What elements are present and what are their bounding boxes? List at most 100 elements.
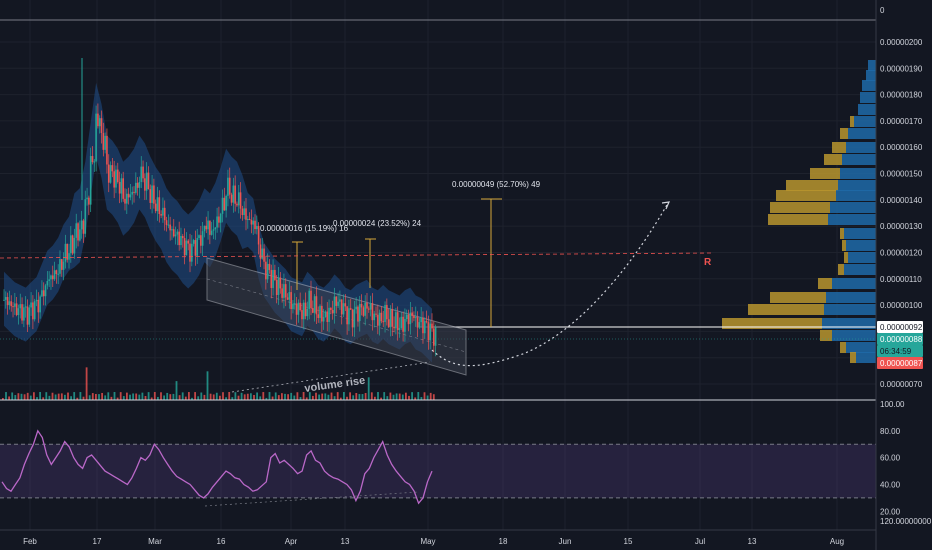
candle-body xyxy=(21,304,23,321)
profile-bar-down xyxy=(786,180,838,191)
volume-bar xyxy=(88,395,91,400)
volume-bar xyxy=(389,392,392,400)
volume-bar xyxy=(116,397,119,400)
candle-body xyxy=(357,306,359,321)
volume-bar xyxy=(153,392,156,400)
candle-body xyxy=(3,299,5,301)
volume-bar xyxy=(135,393,138,400)
volume-bar xyxy=(144,396,147,400)
profile-bar-up xyxy=(826,292,876,303)
profile-bar-down xyxy=(722,318,822,329)
candle-body xyxy=(263,248,265,262)
volume-bar xyxy=(206,371,209,400)
candle-body xyxy=(369,303,372,310)
volume-bar xyxy=(42,397,45,400)
candle-body xyxy=(200,235,202,246)
measure-3-label: 0.00000049 (52.70%) 49 xyxy=(452,180,541,189)
volume-bar xyxy=(377,392,379,400)
price-tick-label: 0.00000160 xyxy=(880,143,923,152)
time-tick-label: 16 xyxy=(217,537,226,546)
volume-bar xyxy=(243,394,246,400)
volume-bar xyxy=(110,396,113,400)
volume-bar xyxy=(358,394,361,400)
candle-body xyxy=(219,213,222,223)
candle-body xyxy=(342,303,345,315)
volume-bar xyxy=(150,397,153,400)
rsi-tick-label: 120.00000000 xyxy=(880,517,932,526)
volume-bar xyxy=(26,392,29,400)
candle-body xyxy=(17,308,20,316)
candle-body xyxy=(246,219,249,221)
candle-body xyxy=(135,182,137,193)
volume-bar xyxy=(321,393,324,400)
volume-bar xyxy=(76,397,79,400)
candle-body xyxy=(339,299,341,302)
profile-bar-up xyxy=(866,70,876,81)
candle-body xyxy=(106,135,108,165)
resistance-label: R xyxy=(704,257,712,268)
candle-body xyxy=(205,225,208,230)
rsi-band xyxy=(0,444,876,498)
candle-body xyxy=(315,296,318,315)
volume-bars xyxy=(0,367,876,401)
price-tick-label: 0.00000200 xyxy=(880,38,923,47)
candle-body xyxy=(167,224,170,226)
candle-body xyxy=(413,315,415,319)
volume-bar xyxy=(82,396,85,400)
candle-body xyxy=(24,306,27,308)
profile-bar-down xyxy=(818,278,832,289)
price-tick-label: 0 xyxy=(880,6,885,15)
candle-body xyxy=(284,284,287,298)
price-tick-label: 0.00000190 xyxy=(880,64,923,73)
candle-body xyxy=(382,321,385,323)
candle-body xyxy=(93,161,96,163)
profile-bar-up xyxy=(860,92,876,103)
candle-body xyxy=(23,307,25,321)
volume-bar xyxy=(392,394,395,400)
candle-body xyxy=(313,296,316,313)
candle-body xyxy=(6,297,9,306)
volume-bar xyxy=(318,394,320,400)
volume-bar xyxy=(85,367,88,400)
volume-bar xyxy=(346,396,348,400)
time-tick-label: Jun xyxy=(559,537,572,546)
volume-bar xyxy=(237,395,240,400)
candle-body xyxy=(270,270,273,288)
candle-body xyxy=(281,288,283,298)
volume-bar xyxy=(380,397,382,400)
time-tick-label: 18 xyxy=(499,537,508,546)
profile-bar-down xyxy=(850,116,854,127)
price-tag-label: 06:34:59 xyxy=(880,347,912,356)
profile-bar-down xyxy=(768,214,828,225)
candle-body xyxy=(358,303,361,321)
candle-body xyxy=(28,307,31,325)
volume-bar xyxy=(98,394,100,400)
candle-body xyxy=(378,312,381,326)
volume-bar xyxy=(45,392,48,400)
candle-body xyxy=(19,304,22,309)
volume-bar xyxy=(417,392,420,400)
candle-body xyxy=(136,182,139,188)
volume-bar xyxy=(408,395,410,400)
volume-bar xyxy=(343,392,345,400)
candle-body xyxy=(312,308,314,313)
candle-body xyxy=(308,290,310,309)
candle-body xyxy=(420,317,422,323)
candle-body xyxy=(44,285,47,297)
profile-bar-up xyxy=(862,80,876,91)
time-tick-label: Apr xyxy=(285,537,298,546)
candle-body xyxy=(301,310,303,320)
candle-body xyxy=(386,304,388,320)
candle-body xyxy=(266,263,269,280)
profile-bar-down xyxy=(832,142,846,153)
candle-body xyxy=(295,303,298,315)
candle-body xyxy=(360,303,363,308)
time-tick-label: Feb xyxy=(23,537,37,546)
volume-bar xyxy=(349,392,351,400)
candle-body xyxy=(162,207,164,216)
candle-body xyxy=(256,226,258,230)
profile-bar-down xyxy=(810,168,840,179)
candle-body xyxy=(88,197,90,205)
candle-body xyxy=(254,220,256,230)
volume-bar xyxy=(107,392,110,400)
